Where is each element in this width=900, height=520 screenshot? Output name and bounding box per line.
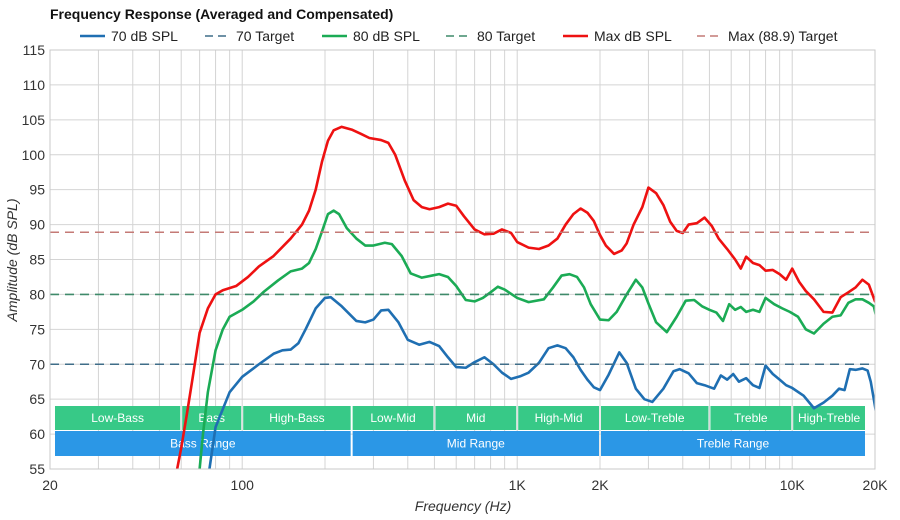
legend-item: Max dB SPL [563, 28, 672, 44]
band-rect [793, 406, 865, 430]
band-label: Low-Bass [91, 411, 144, 425]
band-rect [243, 406, 351, 430]
band-label: Treble Range [697, 437, 770, 451]
range-bands: Low-Bass Bass High-Bass Low-Mid Mid High-Mid L… [55, 406, 865, 456]
band-rect [55, 406, 181, 430]
band-treble-range: Treble Range [601, 431, 865, 456]
band-rect [710, 406, 792, 430]
band-label: High-Mid [535, 411, 583, 425]
band-high-bass: High-Bass [243, 406, 351, 430]
x-tick-label: 100 [231, 477, 255, 493]
y-tick-label: 85 [29, 252, 45, 268]
y-axis-label: Amplitude (dB SPL) [4, 199, 20, 323]
legend-label: 70 dB SPL [111, 28, 178, 44]
y-tick-label: 115 [23, 42, 46, 58]
legend-label: 80 Target [477, 28, 535, 44]
y-tick-label: 110 [23, 77, 46, 93]
band-label: High-Treble [798, 411, 861, 425]
band-label: Mid [466, 411, 485, 425]
band-rect [601, 406, 709, 430]
band-label: Low-Mid [370, 411, 415, 425]
y-tick-label: 100 [22, 147, 46, 163]
band-label: High-Bass [269, 411, 324, 425]
legend-item: 80 Target [446, 28, 535, 44]
band-rect [352, 431, 599, 456]
band-high-treble: High-Treble [793, 406, 865, 430]
axis-ticks: 55 60 65 70 75 80 85 90 95 100 105 110 115 20 100 1K 2K 1… [22, 42, 888, 493]
y-tick-label: 60 [29, 426, 45, 442]
legend-item: 70 Target [205, 28, 294, 44]
chart-title: Frequency Response (Averaged and Compens… [50, 6, 393, 22]
band-label: Mid Range [447, 437, 505, 451]
plot-frame [49, 49, 876, 470]
legend-item: 70 dB SPL [80, 28, 178, 44]
y-tick-label: 70 [29, 356, 45, 372]
legend-label: Max (88.9) Target [728, 28, 838, 44]
band-rect [435, 406, 517, 430]
band-label: Treble [734, 411, 768, 425]
y-tick-label: 95 [29, 182, 45, 198]
y-tick-label: 75 [29, 321, 45, 337]
band-rect [601, 431, 865, 456]
x-axis-label: Frequency (Hz) [415, 498, 511, 514]
series-70-db-spl [208, 295, 875, 469]
band-treble: Treble [710, 406, 792, 430]
band-mid-range: Mid Range [352, 431, 599, 456]
legend-item: Max (88.9) Target [697, 28, 838, 44]
x-tick-label: 20K [863, 477, 889, 493]
legend-item: 80 dB SPL [322, 28, 420, 44]
x-tick-label: 10K [780, 477, 806, 493]
series-80-db-spl [198, 209, 875, 469]
band-low-mid: Low-Mid [352, 406, 434, 430]
band-mid: Mid [435, 406, 517, 430]
legend-label: 70 Target [236, 28, 294, 44]
band-low-treble: Low-Treble [601, 406, 709, 430]
band-high-mid: High-Mid [518, 406, 599, 430]
band-bass: Bass [182, 406, 242, 430]
band-rect [518, 406, 599, 430]
x-tick-label: 20 [42, 477, 58, 493]
band-label: Low-Treble [625, 411, 685, 425]
x-tick-label: 2K [591, 477, 609, 493]
y-tick-label: 90 [29, 217, 45, 233]
legend: 70 dB SPL 70 Target 80 dB SPL 80 Target Max … [80, 28, 838, 44]
y-tick-label: 55 [29, 461, 45, 477]
band-rect [182, 406, 242, 430]
series-max-db-spl [175, 125, 875, 469]
x-tick-label: 1K [509, 477, 527, 493]
y-tick-label: 80 [29, 286, 45, 302]
series-lines [50, 125, 875, 469]
y-tick-label: 105 [22, 112, 46, 128]
band-rect [352, 406, 434, 430]
y-tick-label: 65 [29, 391, 45, 407]
legend-label: 80 dB SPL [353, 28, 420, 44]
band-low-bass: Low-Bass [55, 406, 181, 430]
legend-label: Max dB SPL [594, 28, 672, 44]
